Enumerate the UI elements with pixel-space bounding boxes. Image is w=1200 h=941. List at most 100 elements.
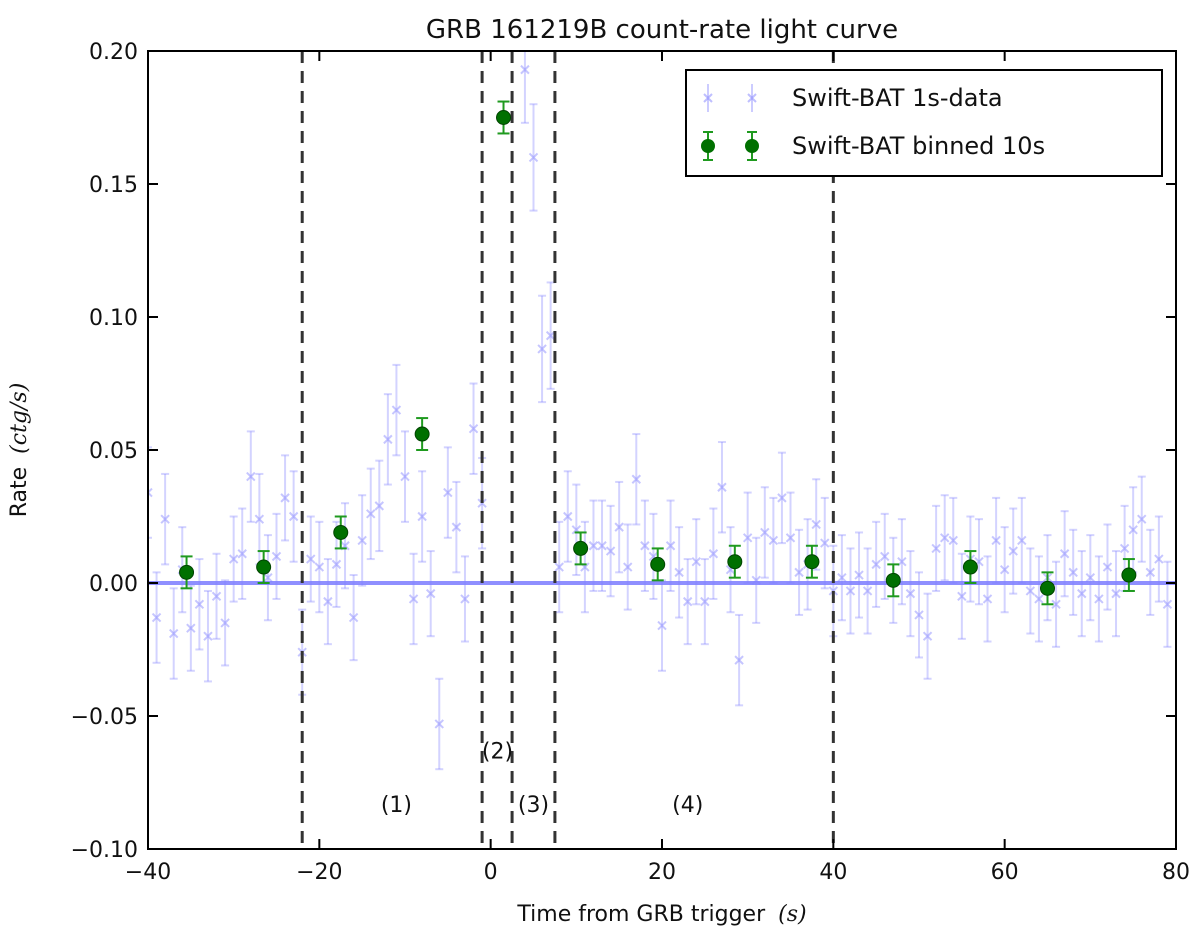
data-point-binned (256, 550, 272, 584)
data-point-1s (1162, 560, 1173, 648)
data-point-1s (580, 520, 590, 614)
x-tick-label: −40 (125, 860, 171, 885)
data-point-1s (1085, 534, 1096, 622)
data-point-1s (957, 552, 967, 640)
marker-x-1s (631, 474, 642, 484)
marker-x-1s (237, 549, 247, 559)
data-point-1s (751, 536, 761, 624)
legend-marker-1s-data (703, 84, 757, 112)
data-point-1s (665, 499, 676, 592)
marker-x-1s (408, 594, 419, 604)
marker-x-1s (1059, 549, 1070, 559)
legend-marker-circle (701, 139, 715, 153)
data-point-binned (496, 100, 512, 135)
marker-x-1s (880, 551, 890, 562)
x-tick-label: −20 (296, 860, 342, 885)
marker-x-1s (160, 514, 170, 524)
marker-x-1s (366, 509, 376, 519)
marker-x-1s (751, 575, 761, 586)
marker-x-1s (794, 567, 804, 578)
y-axis-label: Rate (ctg/s) (7, 383, 32, 518)
marker-x-1s (220, 618, 230, 628)
marker-x-1s (1034, 594, 1044, 604)
y-axis: −0.10 −0.05 0.00 0.05 0.10 0.15 0.20 (71, 40, 1176, 863)
marker-x-1s (1017, 535, 1027, 546)
marker-x-1s (657, 620, 667, 631)
data-point-1s (1059, 510, 1070, 598)
x-axis: −40 −20 0 20 40 60 80 (125, 51, 1190, 885)
data-point-1s (280, 454, 290, 542)
data-point-1s (168, 587, 179, 680)
data-point-1s (1154, 515, 1164, 603)
data-point-1s (734, 613, 744, 707)
data-point-1s (905, 550, 916, 638)
data-point-binned (573, 531, 589, 566)
marker-x-1s (168, 628, 179, 639)
marker-x-1s (691, 557, 701, 567)
marker-x-1s (939, 533, 950, 543)
marker-x-1s (194, 599, 205, 609)
marker-x-1s (400, 471, 410, 482)
marker-x-1s (306, 554, 316, 564)
data-point-binned (333, 515, 349, 550)
legend-marker-x (703, 93, 713, 103)
marker-x-1s (674, 567, 684, 578)
marker-x-1s (700, 596, 710, 607)
region-label: (3) (518, 793, 549, 818)
marker-x-1s (148, 487, 153, 498)
marker-x-1s (708, 549, 719, 559)
data-point-1s (434, 677, 444, 771)
marker-x-1s (828, 586, 839, 596)
marker-x-1s (477, 498, 487, 508)
marker-x-1s (1085, 572, 1096, 583)
marker-x-1s (211, 591, 222, 602)
marker-x-1s (323, 596, 333, 607)
data-point-1s (1025, 547, 1036, 635)
marker-x-1s (425, 588, 436, 599)
data-point-binned (179, 555, 195, 590)
marker-x-1s (768, 535, 779, 546)
data-point-1s (443, 446, 453, 539)
marker-x-1s (640, 541, 650, 551)
data-point-1s (151, 571, 162, 664)
data-point-1s (1111, 550, 1121, 638)
marker-x-1s (1137, 514, 1147, 524)
data-point-1s (914, 571, 924, 659)
marker-x-1s (228, 554, 239, 564)
data-point-1s (991, 496, 1001, 584)
data-point-1s (451, 480, 462, 574)
data-point-1s (563, 470, 573, 563)
marker-x-1s (271, 551, 282, 562)
marker-x-1s (1154, 554, 1164, 564)
marker-circle-binned (496, 110, 512, 125)
legend-box (685, 69, 1163, 177)
marker-x-1s (811, 519, 821, 530)
data-point-binned (885, 563, 901, 598)
data-point-1s (417, 470, 427, 563)
marker-x-1s (862, 586, 873, 596)
marker-x-1s (605, 546, 616, 556)
marker-x-1s (314, 562, 325, 572)
marker-x-1s (588, 541, 599, 551)
data-point-1s (537, 294, 547, 404)
marker-x-1s (451, 522, 462, 532)
marker-x-1s (1162, 599, 1173, 609)
data-point-1s (871, 520, 881, 608)
x-axis-label: Time from GRB trigger (s) (516, 902, 806, 927)
data-point-1s (1008, 507, 1018, 595)
marker-circle-binned (727, 554, 743, 570)
marker-x-1s (383, 434, 393, 445)
marker-x-1s (845, 586, 856, 596)
marker-x-1s (820, 538, 830, 548)
marker-x-1s (957, 591, 967, 602)
marker-x-1s (914, 610, 924, 620)
x-tick-label: 40 (819, 860, 847, 885)
marker-x-1s (1094, 594, 1104, 604)
marker-x-1s (1128, 525, 1138, 535)
marker-x-1s (417, 511, 427, 522)
data-point-1s (588, 499, 599, 592)
marker-circle-binned (650, 556, 666, 572)
data-point-1s (820, 496, 830, 590)
data-point-1s (931, 504, 941, 592)
data-point-1s (811, 478, 821, 571)
